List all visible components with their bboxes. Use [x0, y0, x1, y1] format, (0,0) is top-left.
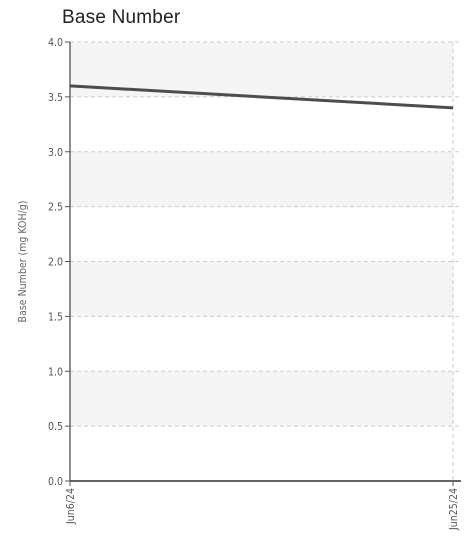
y-axis-ticks: 0.0 0.5 1.0 1.5 2.0 2.5 3.0 3.5 4.0	[48, 37, 70, 488]
x-tick-label: Jun6/24	[65, 488, 77, 525]
series-line	[69, 84, 454, 110]
series-group	[69, 84, 454, 110]
y-tick-label: 3.0	[48, 147, 63, 159]
y-tick-label: 1.5	[48, 311, 63, 323]
y-tick-label: 4.0	[48, 37, 63, 49]
chart-title: Base Number	[62, 7, 181, 28]
plot-band	[70, 261, 453, 317]
plot-band	[70, 151, 453, 207]
plot-bands	[70, 42, 453, 427]
plot-band	[70, 371, 453, 427]
plot-band	[70, 42, 453, 97]
x-axis-ticks: Jun6/24 Jun25/24	[65, 481, 460, 531]
y-tick-label: 3.5	[48, 92, 63, 104]
y-axis-title: Base Number (mg KOH/g)	[17, 201, 29, 323]
y-tick-label: 2.5	[48, 202, 63, 214]
y-tick-label: 0.0	[48, 476, 63, 488]
y-tick-label: 0.5	[48, 421, 63, 433]
x-tick-label: Jun25/24	[448, 488, 460, 531]
y-tick-label: 2.0	[48, 257, 63, 269]
y-tick-label: 1.0	[48, 366, 63, 378]
